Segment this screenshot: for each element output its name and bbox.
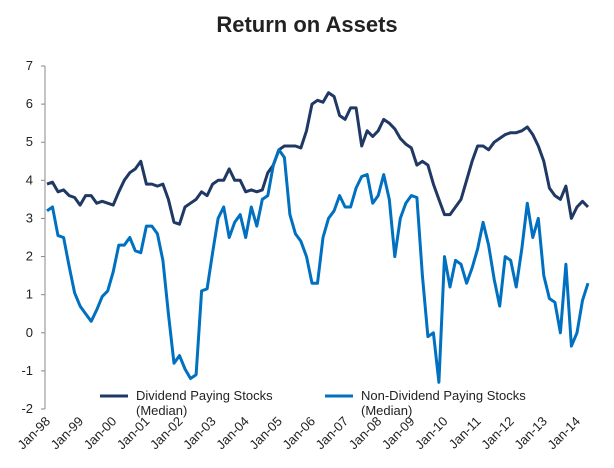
y-tick-label: -2 [21, 401, 33, 416]
x-tick-label: Jan-05 [246, 414, 285, 453]
y-tick-label: 4 [26, 172, 33, 187]
x-tick-label: Jan-11 [446, 414, 484, 452]
y-tick-label: 2 [26, 249, 33, 264]
y-tick-label: 5 [26, 134, 33, 149]
x-tick-label: Jan-10 [412, 414, 451, 453]
y-tick-label: -1 [21, 363, 33, 378]
legend-label: Non-Dividend Paying Stocks (Median) [361, 388, 526, 418]
y-tick-label: 1 [26, 287, 33, 302]
x-tick-label: Jan-01 [114, 414, 153, 453]
series-line [46, 91, 590, 226]
x-tick-label: Jan-98 [14, 414, 53, 453]
x-tick-label: Jan-14 [544, 414, 583, 453]
x-tick-label: Jan-02 [147, 414, 186, 453]
legend-label: Dividend Paying Stocks (Median) [136, 388, 273, 418]
chart-title: Return on Assets [216, 12, 397, 37]
x-tick-label: Jan-08 [346, 414, 385, 453]
x-tick-label: Jan-07 [313, 414, 352, 453]
series-line [46, 148, 590, 384]
y-tick-label: 3 [26, 210, 33, 225]
x-tick-label: Jan-12 [478, 414, 517, 453]
x-tick-label: Jan-00 [81, 414, 120, 453]
x-tick-label: Jan-99 [48, 414, 87, 453]
y-tick-label: 0 [26, 325, 33, 340]
y-tick-label: 7 [26, 58, 33, 73]
x-tick-label: Jan-03 [180, 414, 219, 453]
y-tick-label: 6 [26, 96, 33, 111]
x-tick-label: Jan-04 [213, 414, 252, 453]
x-tick-label: Jan-09 [379, 414, 418, 453]
x-tick-label: Jan-13 [511, 414, 550, 453]
x-tick-label: Jan-06 [279, 414, 318, 453]
